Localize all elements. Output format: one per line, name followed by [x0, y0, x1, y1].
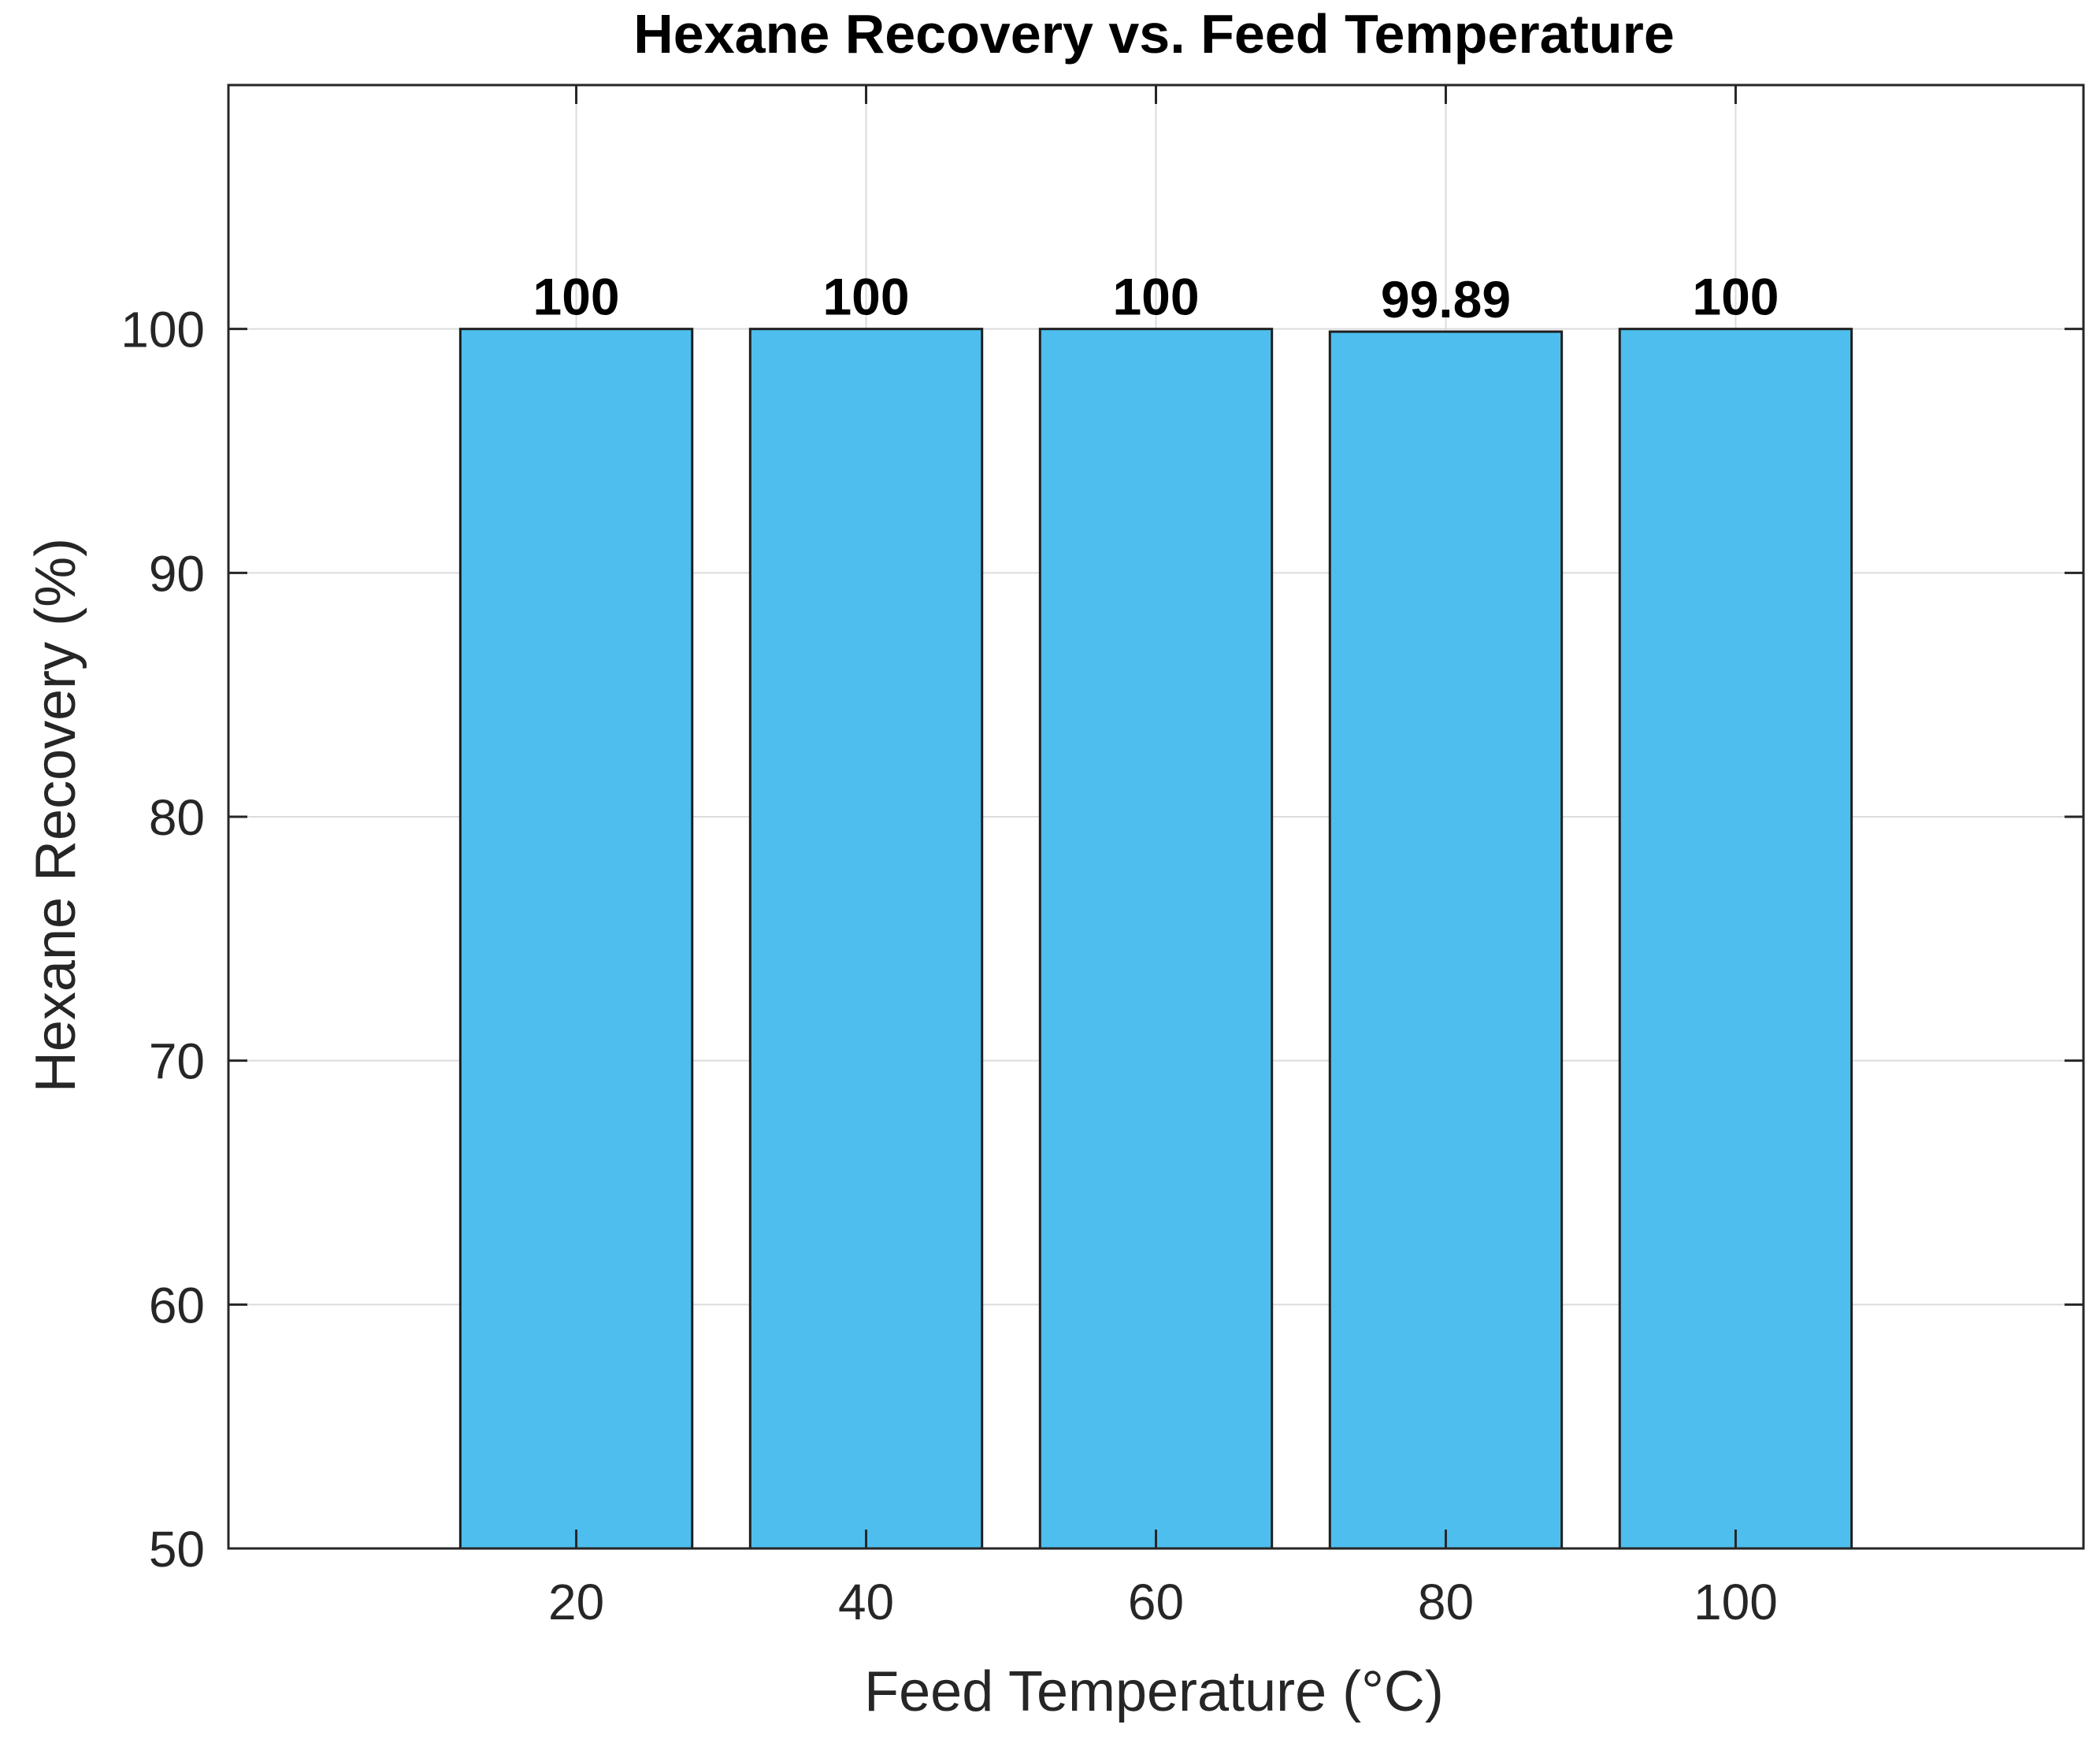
- bar: [1038, 328, 1274, 1550]
- data-label: 100: [533, 268, 620, 326]
- y-tick-label: 70: [149, 1033, 205, 1090]
- data-labels: 100 100 100 99.89 100: [533, 268, 1779, 328]
- bar: [458, 328, 694, 1550]
- chart-title: Hexane Recovery vs. Feed Temperature: [633, 3, 1675, 65]
- axis-ticks: 50 60 70 80 90 100 20 40 60 80 100: [121, 85, 2083, 1630]
- bar: [748, 328, 984, 1550]
- y-tick-label: 60: [149, 1277, 205, 1333]
- y-tick-label: 50: [149, 1521, 205, 1578]
- data-label: 99.89: [1381, 270, 1511, 328]
- bar: [1328, 330, 1564, 1550]
- y-tick-label: 90: [149, 545, 205, 602]
- y-tick-label: 80: [149, 789, 205, 846]
- bar: [1618, 328, 1853, 1550]
- x-tick-label: 100: [1694, 1574, 1778, 1630]
- x-tick-label: 80: [1418, 1574, 1474, 1630]
- data-label: 100: [1692, 268, 1779, 326]
- x-tick-label: 40: [838, 1574, 894, 1630]
- x-tick-label: 20: [548, 1574, 604, 1630]
- data-label: 100: [822, 268, 909, 326]
- x-axis-label: Feed Temperature (°C): [864, 1660, 1444, 1723]
- y-tick-label: 100: [121, 302, 205, 358]
- y-axis-label: Hexane Recovery (%): [24, 538, 87, 1092]
- bars: [458, 328, 1853, 1550]
- data-label: 100: [1112, 268, 1199, 326]
- x-tick-label: 60: [1128, 1574, 1184, 1630]
